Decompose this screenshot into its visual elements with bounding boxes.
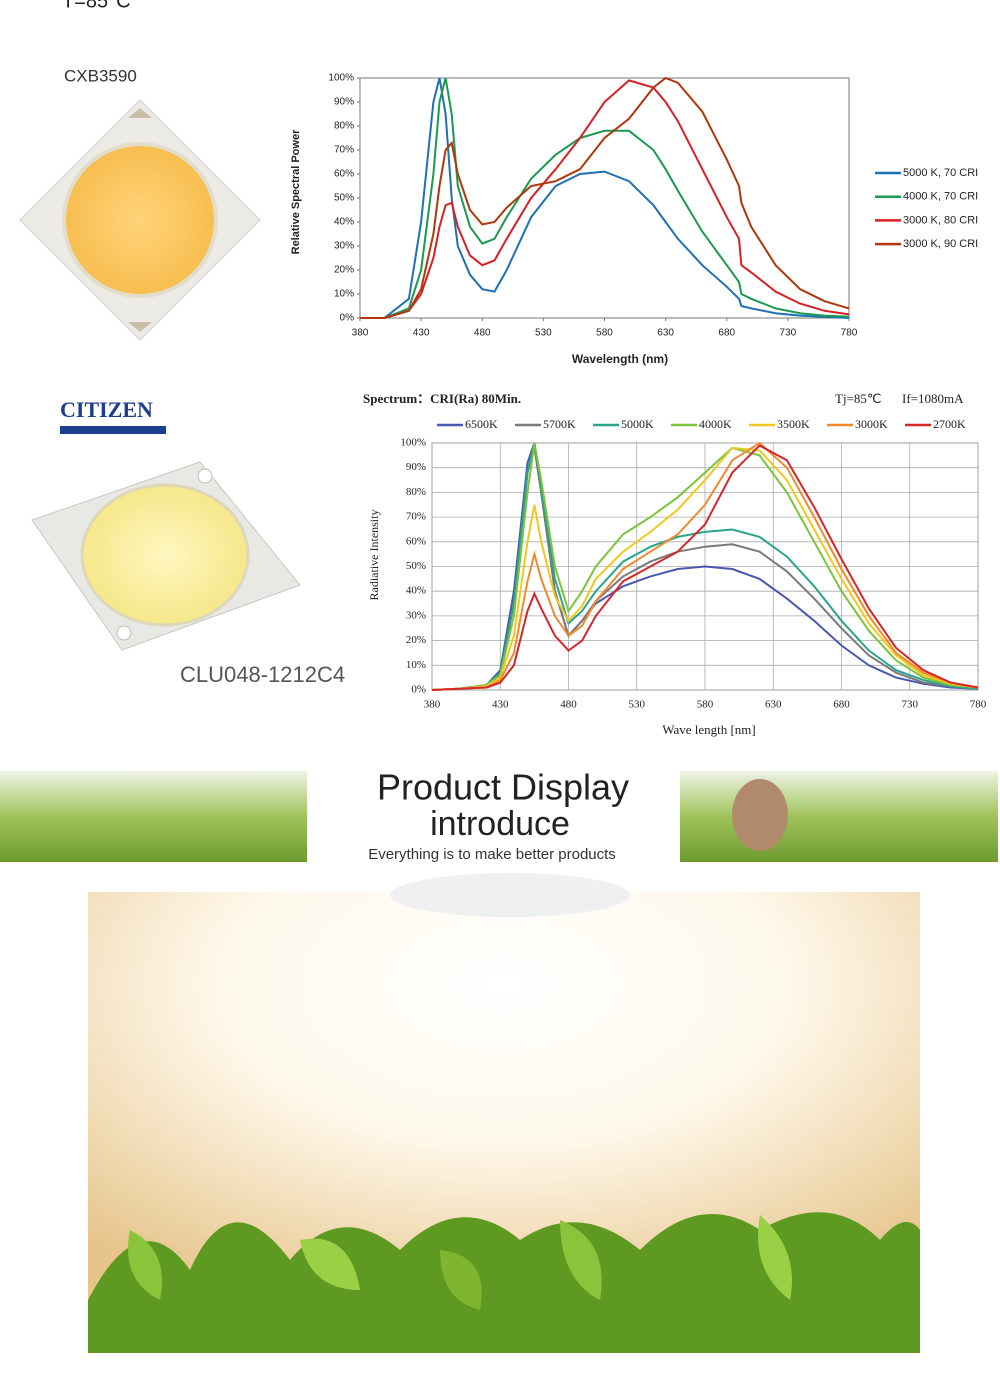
y-tick-label: 70% [406,511,426,523]
series-line [360,77,850,319]
legend-label: 5700K [543,417,576,431]
x-axis-label: Wavelength (nm) [572,352,668,366]
y-axis-label: Radiative Intensity [367,510,381,601]
legend-label: 3500K [777,417,810,431]
x-tick-label: 680 [833,699,850,711]
y-tick-label: 10% [406,659,426,671]
banner-title: Product Display [377,767,629,808]
product-label: CLU048-1212C4 [180,662,345,687]
y-tick-label: 90% [406,461,426,473]
legend-label: 4000K [699,417,732,431]
brand-logo: CITIZEN [60,397,153,422]
legend-label: 5000K [621,417,654,431]
annotation: If=1080mA [902,391,964,406]
y-tick-label: 30% [334,241,354,252]
x-tick-label: 730 [780,328,797,339]
series-line [431,442,979,691]
y-tick-label: 20% [334,265,354,276]
annotation: Tj=85℃ [835,391,881,406]
banner-tagline: Everything is to make better products [368,846,616,863]
legend-label: 6500K [465,417,498,431]
y-tick-label: 90% [334,97,354,108]
y-tick-label: 0% [340,313,355,324]
banner-photo [680,771,998,862]
series-line [431,442,979,691]
brand-bar [60,426,166,434]
legend-label: 2700K [933,417,966,431]
x-axis-label: Wave length [nm] [662,722,756,737]
x-tick-label: 430 [413,328,430,339]
y-tick-label: 60% [406,535,426,547]
series-line [360,77,850,319]
header-text: T=85°C [62,0,131,12]
y-tick-label: 50% [334,193,354,204]
y-tick-label: 10% [334,289,354,300]
x-tick-label: 430 [492,699,509,711]
y-tick-label: 50% [406,560,426,572]
series-line [360,76,850,319]
x-tick-label: 580 [697,699,714,711]
product-label: CXB3590 [64,66,137,85]
y-tick-label: 80% [334,121,354,132]
series-line [431,441,979,691]
legend-label: 3000 K, 90 CRI [903,238,978,250]
banner-subtitle: introduce [430,805,570,843]
x-tick-label: 530 [629,699,646,711]
y-tick-label: 20% [406,634,426,646]
y-axis-label: Relative Spectral Power [290,129,302,254]
series-line [431,444,979,691]
legend-label: 5000 K, 70 CRI [903,167,978,179]
banner-person [732,779,788,851]
chip-image [19,99,261,341]
chart-title: Spectrum：CRI(Ra) 80Min. [363,391,521,406]
y-tick-label: 70% [334,145,354,156]
x-tick-label: 730 [902,699,919,711]
x-tick-label: 580 [596,328,613,339]
y-tick-label: 40% [334,217,354,228]
y-tick-label: 30% [406,609,426,621]
series-line [431,446,979,691]
x-tick-label: 380 [424,699,441,711]
x-tick-label: 680 [718,328,735,339]
x-tick-label: 530 [535,328,552,339]
x-tick-label: 780 [970,699,987,711]
legend-label: 3000K [855,417,888,431]
y-tick-label: 100% [400,437,426,449]
chip-image [31,461,301,651]
x-tick-label: 480 [560,699,577,711]
x-tick-label: 780 [841,328,858,339]
y-tick-label: 80% [406,486,426,498]
banner-photo [0,771,307,862]
series-line [431,442,979,691]
legend-label: 3000 K, 80 CRI [903,214,978,226]
series-line [360,79,850,319]
x-tick-label: 480 [474,328,491,339]
x-tick-label: 630 [765,699,782,711]
plot-frame [359,77,850,319]
y-tick-label: 0% [411,684,426,696]
x-tick-label: 380 [352,328,369,339]
grow-light-photo [88,873,920,1353]
y-tick-label: 60% [334,169,354,180]
x-tick-label: 630 [657,328,674,339]
y-tick-label: 100% [328,73,354,84]
y-tick-label: 40% [406,585,426,597]
legend-label: 4000 K, 70 CRI [903,191,978,203]
